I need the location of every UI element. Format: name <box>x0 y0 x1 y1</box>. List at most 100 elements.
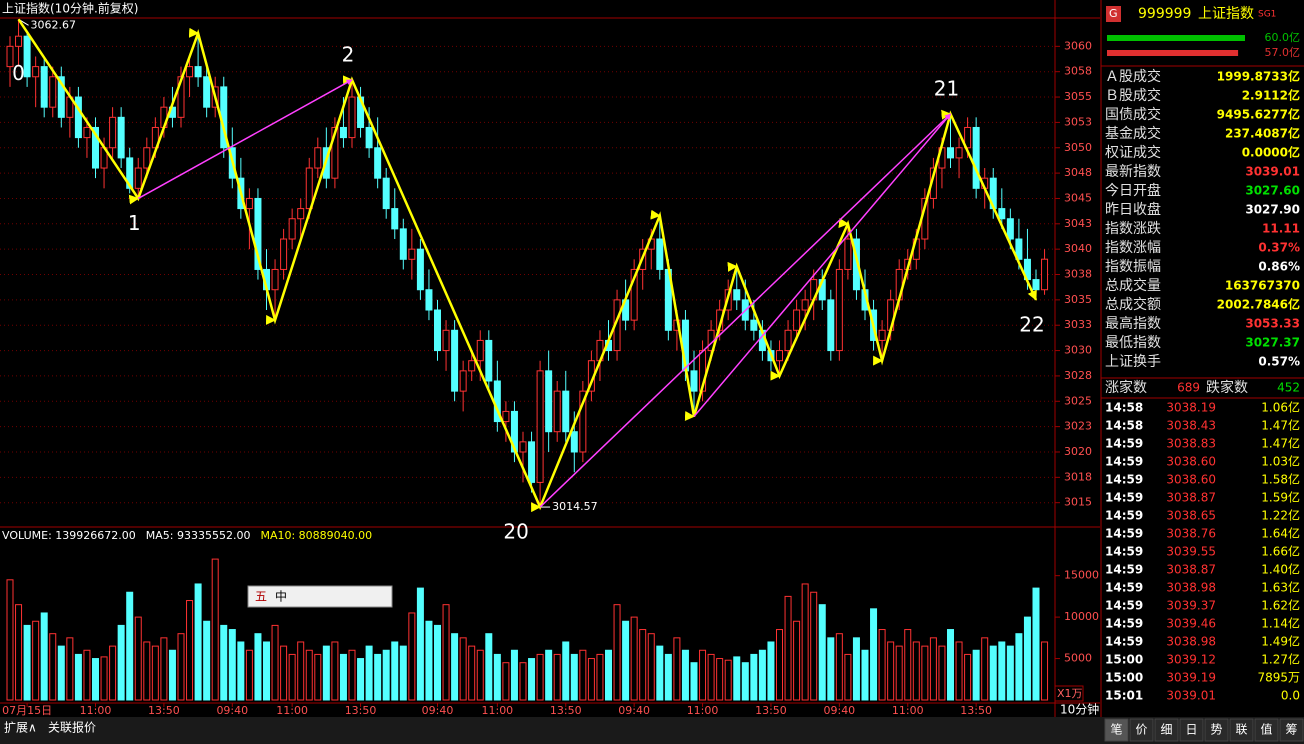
strength-bar <box>1107 35 1245 41</box>
volume-bar <box>280 645 288 701</box>
tab[interactable] <box>1129 718 1154 742</box>
quote-label: 上证换手 <box>1105 353 1161 370</box>
y-tick-label: 3048 <box>1064 166 1092 179</box>
tick-volume: 7895万 <box>1257 671 1300 685</box>
candle-body <box>134 167 142 189</box>
tick-volume: 0.0 <box>1281 689 1300 703</box>
tick-time: 14:59 <box>1105 473 1143 487</box>
tab[interactable] <box>1104 718 1129 742</box>
volume-bar <box>647 633 655 701</box>
volume-bar <box>545 649 553 701</box>
candle-body <box>793 309 801 331</box>
volume-bar <box>716 658 724 701</box>
candle-body <box>476 339 484 362</box>
footer-link[interactable]: 扩展∧ <box>4 721 37 735</box>
quote-label: 指数振幅 <box>1105 259 1161 275</box>
volume-bar <box>639 629 647 701</box>
tab-label[interactable]: 联 <box>1235 723 1247 737</box>
x-tick-label: 11:00 <box>80 704 112 717</box>
quote-value: 3027.90 <box>1245 203 1300 217</box>
volume-bar <box>15 604 23 701</box>
volume-bar <box>938 645 946 701</box>
volume-bar <box>126 591 134 701</box>
volume-bar <box>835 633 843 701</box>
tick-time: 14:59 <box>1105 527 1143 541</box>
quote-label: 最高指数 <box>1105 315 1161 332</box>
quote-value: 237.4087亿 <box>1225 126 1300 141</box>
y-tick-label: 3033 <box>1064 318 1092 331</box>
tick-volume: 1.22亿 <box>1261 508 1300 523</box>
tab-label[interactable]: 价 <box>1135 723 1147 737</box>
ime-toolbar[interactable] <box>247 585 393 608</box>
volume-bar <box>699 649 707 701</box>
candle-body <box>434 309 441 352</box>
period[interactable]: 10分钟 <box>1060 702 1099 717</box>
volume-bar <box>852 637 860 701</box>
footer-link[interactable]: 关联报价 <box>48 720 96 735</box>
volume-bar <box>74 653 82 701</box>
status-bar <box>0 717 1304 744</box>
volume-bar <box>331 641 339 701</box>
candle-body <box>382 177 390 210</box>
tab[interactable] <box>1254 718 1279 742</box>
tick-price: 3038.65 <box>1166 509 1216 523</box>
candle-body <box>972 126 980 189</box>
y-tick-label: 3040 <box>1064 242 1092 255</box>
tick-price: 3039.01 <box>1166 689 1216 703</box>
volume-bar <box>972 649 980 701</box>
volume-bar <box>434 624 441 701</box>
candle-body <box>776 350 783 362</box>
candle-body <box>314 147 322 169</box>
volume-bar <box>707 653 715 701</box>
volume-bar <box>733 656 741 701</box>
candle-body <box>519 441 527 453</box>
wave-label: 1 <box>128 211 141 235</box>
volume-bar <box>23 624 31 701</box>
trend-line <box>137 79 353 200</box>
tick-price: 3038.98 <box>1166 635 1216 649</box>
y-tick-label: 3045 <box>1064 191 1092 204</box>
tab[interactable] <box>1154 718 1179 742</box>
volume-bar <box>83 649 91 701</box>
volume-bar <box>673 637 681 701</box>
volume-bar <box>947 629 954 701</box>
quote-value: 3053.33 <box>1245 317 1300 331</box>
volume-bar <box>827 637 835 701</box>
volume-bar <box>579 649 587 701</box>
tab-label[interactable]: 笔 <box>1110 722 1122 737</box>
y-tick-label: 3018 <box>1064 470 1092 483</box>
tab-label[interactable]: 日 <box>1185 723 1197 737</box>
tab-label[interactable]: 势 <box>1210 723 1222 737</box>
volume-bar <box>365 645 373 701</box>
candle-body <box>485 339 493 382</box>
tab[interactable] <box>1179 718 1204 742</box>
candle-body <box>339 126 347 139</box>
tab[interactable] <box>1279 718 1304 742</box>
tick-price: 3038.98 <box>1166 581 1216 595</box>
volume-bar <box>776 629 783 701</box>
candle-body <box>32 66 40 78</box>
ime-item[interactable]: 中 <box>275 589 287 604</box>
volume-header: MA10: 80889040.00 <box>260 529 372 542</box>
y-tick-label: 10000 <box>1064 610 1099 623</box>
quote-label: Ｂ股成交 <box>1105 87 1161 104</box>
quote-value: 2002.7846亿 <box>1217 297 1300 312</box>
ime-item[interactable]: 五 <box>255 590 267 604</box>
volume-bar <box>870 608 878 701</box>
tick-time: 14:59 <box>1105 545 1143 559</box>
candle-body <box>186 66 194 78</box>
tab[interactable] <box>1229 718 1254 742</box>
tab-label[interactable]: 值 <box>1260 722 1272 737</box>
candle-body <box>733 289 741 301</box>
breadth-down: 452 <box>1277 381 1300 395</box>
x-tick-label: 13:50 <box>960 704 992 717</box>
x-tick-label: 09:40 <box>422 704 454 717</box>
volume-bar <box>887 641 895 701</box>
tab-label[interactable]: 筹 <box>1285 723 1297 737</box>
volume-bar <box>263 641 270 701</box>
tab[interactable] <box>1204 718 1229 742</box>
candle-body <box>348 96 356 139</box>
tab-label[interactable]: 细 <box>1160 723 1172 737</box>
tick-volume: 1.49亿 <box>1261 634 1300 649</box>
